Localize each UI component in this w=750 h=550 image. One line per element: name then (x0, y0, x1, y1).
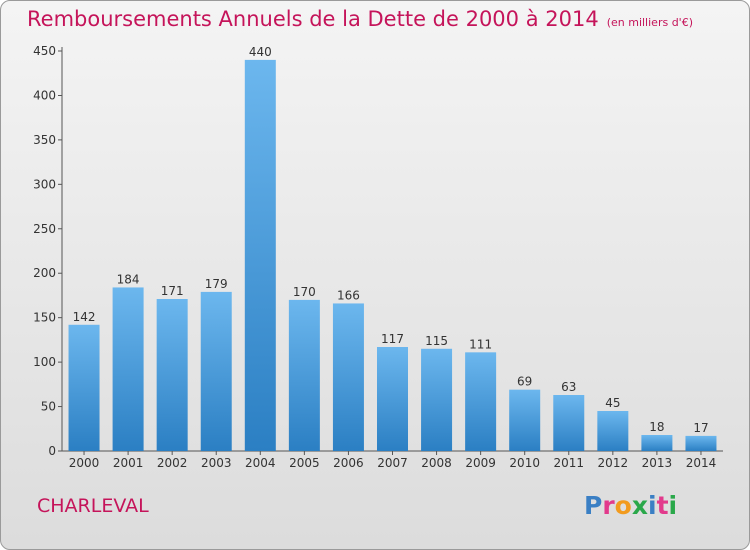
bar-value-label: 45 (605, 396, 620, 410)
y-tick-label: 150 (33, 311, 56, 325)
x-tick-label: 2005 (289, 456, 320, 470)
logo-letter: r (602, 491, 615, 520)
bars: 142 184 171 179 440 170 166 117 115 111 69 63 45 18 17 (68, 45, 717, 452)
bar (597, 411, 629, 451)
y-tick-label: 350 (33, 133, 56, 147)
logo-letter: i (648, 491, 657, 520)
x-axis: 2000 2001 2002 2003 2004 2005 2006 2007 2008 2009… (62, 450, 723, 470)
logo-letter: o (614, 491, 632, 520)
bar (377, 347, 408, 451)
bar-value-label: 18 (649, 420, 664, 434)
bar-value-label: 184 (117, 272, 140, 286)
bar (332, 303, 364, 451)
commune-name: CHARLEVAL (37, 495, 149, 517)
bar-value-label: 166 (337, 288, 360, 302)
bar-value-label: 115 (425, 334, 448, 348)
y-tick-label: 0 (48, 444, 56, 458)
bar (112, 287, 144, 451)
x-tick-label: 2010 (509, 456, 540, 470)
bar-value-label: 17 (693, 421, 708, 435)
bar-value-label: 142 (73, 310, 96, 324)
bar (244, 59, 276, 452)
title-text: Remboursements Annuels de la Dette de 20… (27, 7, 599, 31)
y-tick-label: 250 (33, 222, 56, 236)
x-tick-label: 2012 (598, 456, 629, 470)
y-tick-label: 200 (33, 266, 56, 280)
y-tick-label: 450 (33, 44, 56, 58)
bar (465, 352, 497, 451)
x-tick-label: 2001 (113, 456, 144, 470)
bar-value-label: 170 (293, 285, 316, 299)
logo-letter: x (631, 491, 648, 520)
bar (641, 435, 673, 451)
y-axis: 0 50 100 150 200 250 300 350 400 450 (33, 44, 63, 458)
bar-value-label: 111 (469, 337, 492, 351)
y-tick-label: 100 (33, 355, 56, 369)
x-tick-label: 2007 (377, 456, 408, 470)
y-tick-label: 300 (33, 177, 56, 191)
bar-value-label: 440 (249, 45, 272, 59)
bar (68, 324, 100, 451)
bar (156, 299, 188, 451)
x-tick-label: 2004 (245, 456, 276, 470)
x-tick-label: 2009 (465, 456, 496, 470)
x-tick-label: 2003 (201, 456, 232, 470)
chart-title: Remboursements Annuels de la Dette de 20… (27, 7, 693, 31)
bar (200, 291, 232, 451)
y-tick-label: 400 (33, 88, 56, 102)
x-tick-label: 2013 (642, 456, 673, 470)
logo-letter: i (668, 491, 678, 520)
logo-letter: t (656, 491, 669, 520)
bar-value-label: 171 (161, 284, 184, 298)
x-tick-label: 2006 (333, 456, 364, 470)
bar (288, 299, 320, 451)
x-tick-label: 2011 (553, 456, 584, 470)
bar (553, 395, 585, 451)
x-tick-label: 2000 (69, 456, 100, 470)
bar (421, 348, 453, 451)
x-tick-label: 2014 (686, 456, 717, 470)
proxiti-logo: Proxiti (584, 491, 677, 520)
x-tick-label: 2002 (157, 456, 188, 470)
y-tick-label: 50 (41, 400, 56, 414)
bar-value-label: 63 (561, 380, 576, 394)
x-tick-label: 2008 (421, 456, 452, 470)
bar-value-label: 179 (205, 277, 228, 291)
unit-text: (en milliers d'€) (606, 16, 693, 29)
bar (509, 389, 541, 451)
bar-value-label: 117 (381, 332, 404, 346)
bar-value-label: 69 (517, 375, 532, 389)
bar (685, 435, 717, 451)
logo-letter: P (584, 491, 603, 520)
